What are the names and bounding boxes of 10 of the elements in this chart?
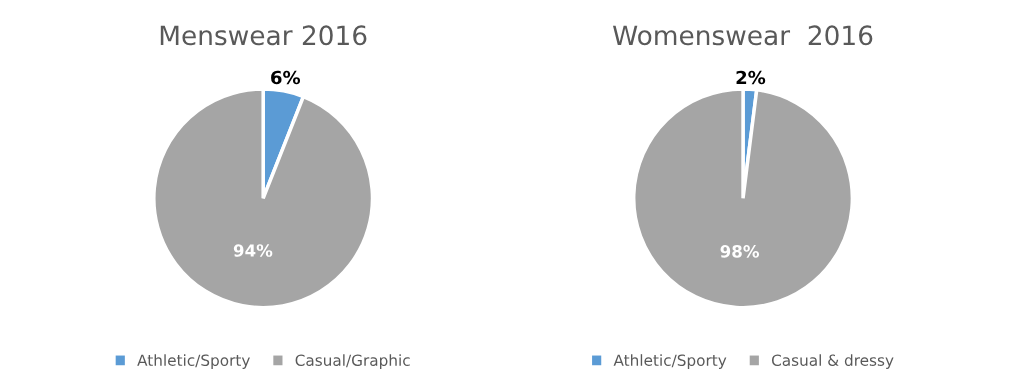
data-label: 98% xyxy=(720,245,760,258)
legend-label: Casual/Graphic xyxy=(295,354,410,369)
chart-title: Menswear 2016 xyxy=(160,25,367,46)
legend-label: Athletic/Sporty xyxy=(137,354,250,369)
data-label: 2% xyxy=(736,70,766,85)
chart-title: Womenswear 2016 xyxy=(612,25,873,46)
data-label: 6% xyxy=(271,70,301,85)
data-label: 94% xyxy=(233,244,273,257)
legend-label: Athletic/Sporty xyxy=(613,354,727,369)
legend-label: Casual & dressy xyxy=(771,354,894,369)
